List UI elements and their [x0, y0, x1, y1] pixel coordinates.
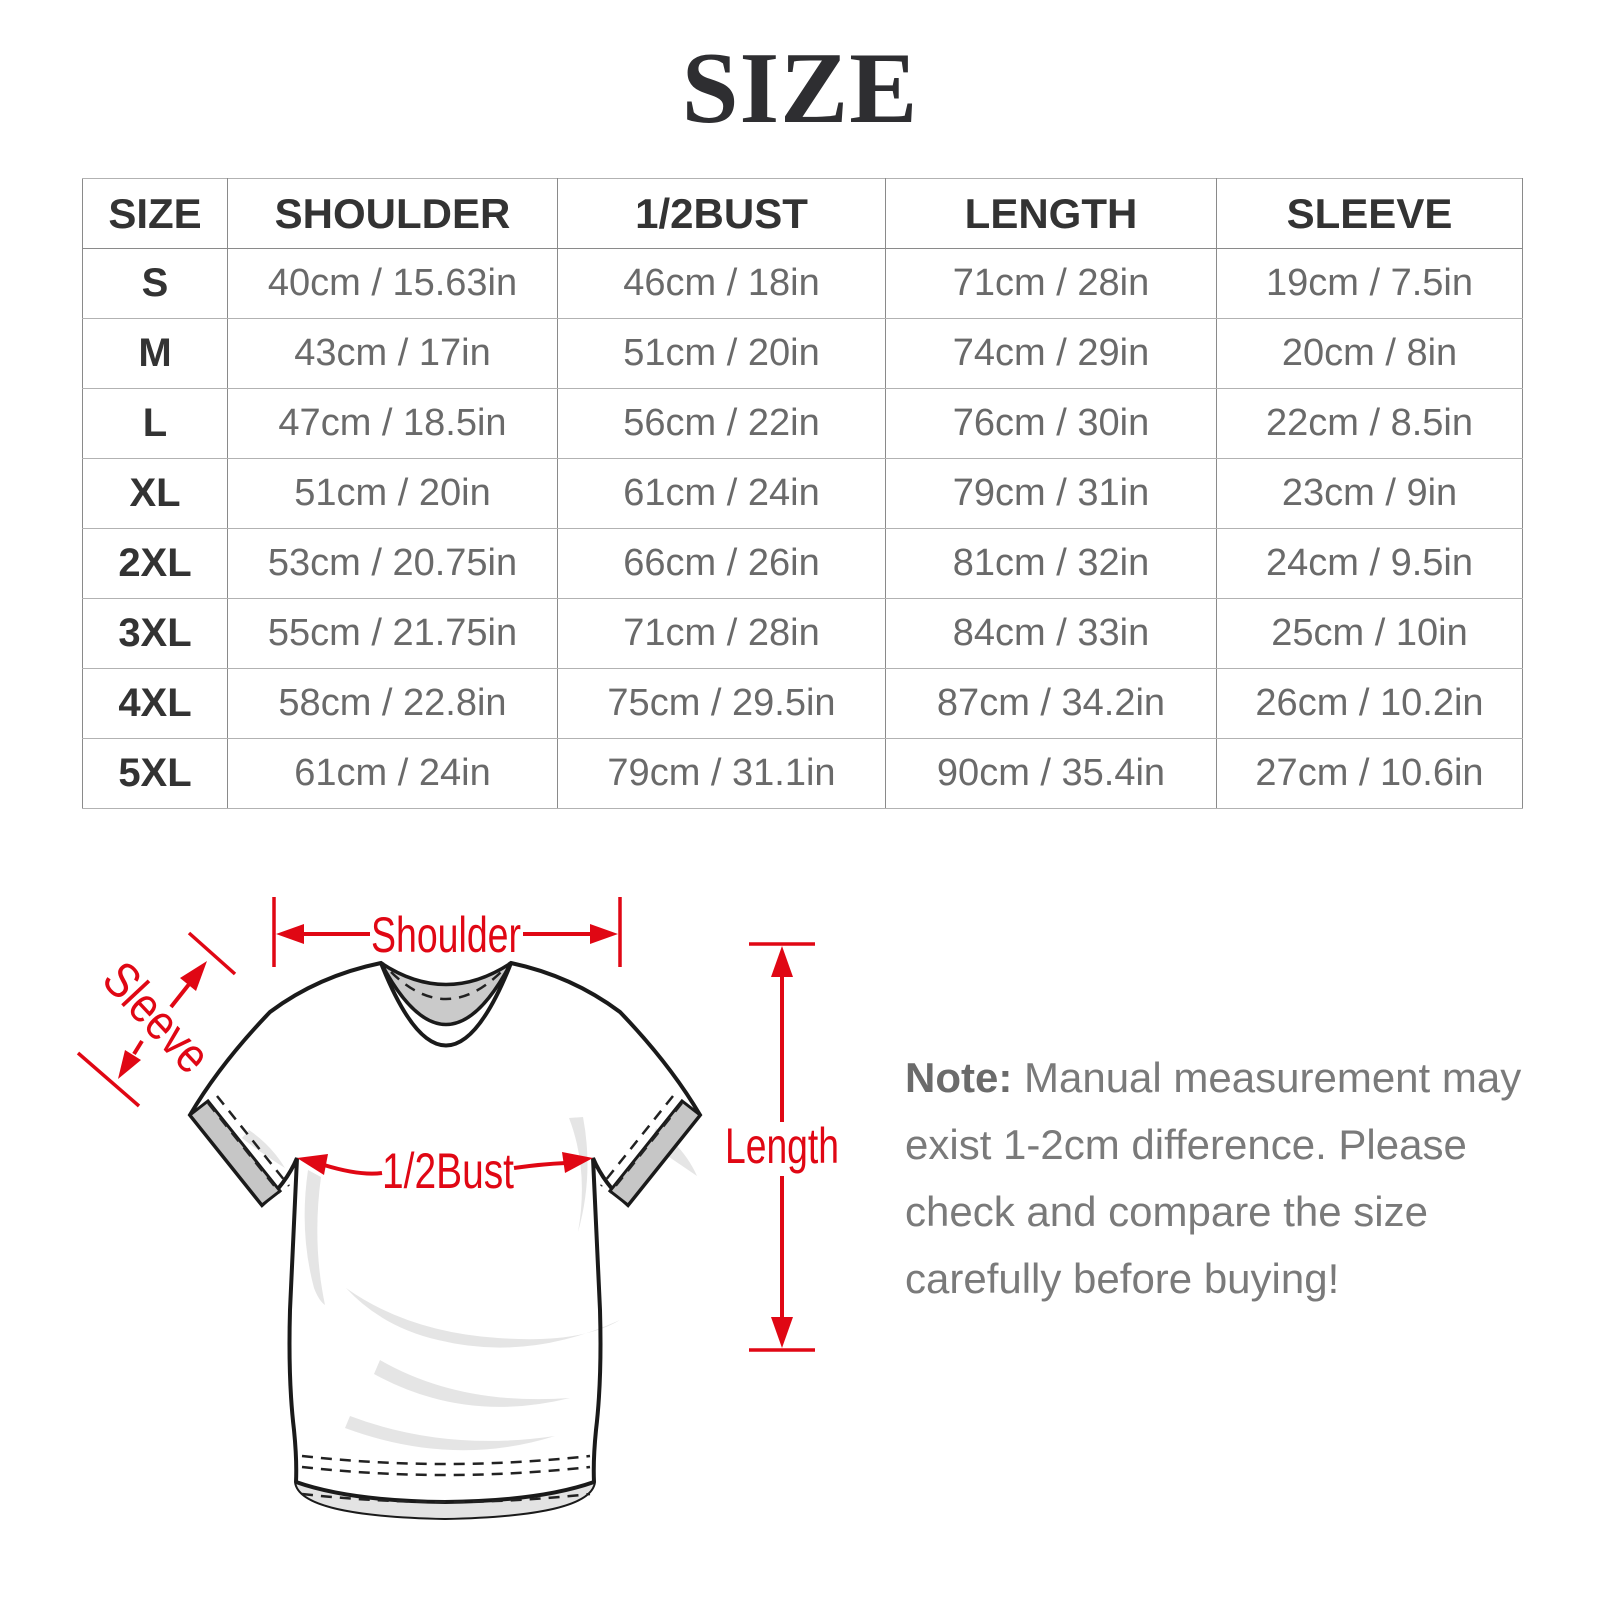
bust-dimension: 1/2Bust	[297, 1143, 593, 1199]
sleeve-value: 19cm / 7.5in	[1216, 248, 1523, 319]
collar-opening	[379, 961, 513, 1027]
length-value: 84cm / 33in	[885, 598, 1217, 669]
bust-value: 46cm / 18in	[557, 248, 886, 319]
length-label: Length	[725, 1118, 839, 1174]
shoulder-value: 55cm / 21.75in	[227, 598, 558, 669]
shoulder-value: 51cm / 20in	[227, 458, 558, 529]
note-prefix: Note:	[905, 1054, 1013, 1101]
collar-stitch	[390, 971, 502, 1001]
note-line: Note: Manual measurement may	[905, 1054, 1522, 1101]
size-table: SIZE SHOULDER 1/2BUST LENGTH SLEEVE S 40…	[82, 178, 1523, 809]
table-header-row: SIZE SHOULDER 1/2BUST LENGTH SLEEVE	[82, 178, 1523, 249]
length-value: 76cm / 30in	[885, 388, 1217, 459]
col-header-sleeve: SLEEVE	[1216, 178, 1523, 249]
table-row: XL 51cm / 20in 61cm / 24in 79cm / 31in 2…	[82, 458, 1523, 529]
size-label: 3XL	[82, 598, 228, 669]
length-value: 74cm / 29in	[885, 318, 1217, 389]
col-header-size: SIZE	[82, 178, 228, 249]
sleeve-value: 22cm / 8.5in	[1216, 388, 1523, 459]
page-title: SIZE	[681, 32, 919, 145]
tshirt-diagram-svg: Shoulder Sleeve 1/2Bust	[76, 897, 839, 1521]
table-row: 2XL 53cm / 20.75in 66cm / 26in 81cm / 32…	[82, 528, 1523, 599]
size-label: S	[82, 248, 228, 319]
length-value: 87cm / 34.2in	[885, 668, 1217, 739]
tshirt-outline	[187, 960, 703, 1521]
shoulder-dimension: Shoulder	[272, 897, 622, 967]
shoulder-label: Shoulder	[371, 907, 521, 963]
bust-value: 66cm / 26in	[557, 528, 886, 599]
sleeve-value: 24cm / 9.5in	[1216, 528, 1523, 599]
length-value: 79cm / 31in	[885, 458, 1217, 529]
note-line: carefully before buying!	[905, 1255, 1340, 1302]
col-header-bust: 1/2BUST	[557, 178, 886, 249]
bust-value: 61cm / 24in	[557, 458, 886, 529]
shoulder-value: 61cm / 24in	[227, 738, 558, 809]
bust-value: 51cm / 20in	[557, 318, 886, 389]
bust-label: 1/2Bust	[382, 1143, 514, 1199]
table-row: M 43cm / 17in 51cm / 20in 74cm / 29in 20…	[82, 318, 1523, 389]
shoulder-value: 43cm / 17in	[227, 318, 558, 389]
col-header-shoulder: SHOULDER	[227, 178, 558, 249]
bust-value: 71cm / 28in	[557, 598, 886, 669]
sleeve-value: 23cm / 9in	[1216, 458, 1523, 529]
size-label: 2XL	[82, 528, 228, 599]
sleeve-value: 25cm / 10in	[1216, 598, 1523, 669]
table-row: 5XL 61cm / 24in 79cm / 31.1in 90cm / 35.…	[82, 738, 1523, 809]
bust-value: 56cm / 22in	[557, 388, 886, 459]
size-label: 4XL	[82, 668, 228, 739]
table-row: 3XL 55cm / 21.75in 71cm / 28in 84cm / 33…	[82, 598, 1523, 669]
length-value: 81cm / 32in	[885, 528, 1217, 599]
length-value: 71cm / 28in	[885, 248, 1217, 319]
tshirt-measurement-diagram: Shoulder Sleeve 1/2Bust	[50, 860, 870, 1580]
sleeve-value: 27cm / 10.6in	[1216, 738, 1523, 809]
length-dimension: Length	[725, 942, 839, 1352]
table-row: S 40cm / 15.63in 46cm / 18in 71cm / 28in…	[82, 248, 1523, 319]
bust-value: 75cm / 29.5in	[557, 668, 886, 739]
size-label: L	[82, 388, 228, 459]
shoulder-value: 58cm / 22.8in	[227, 668, 558, 739]
bust-value: 79cm / 31.1in	[557, 738, 886, 809]
hem-band	[296, 1482, 594, 1518]
size-label: 5XL	[82, 738, 228, 809]
right-cuff	[607, 1098, 703, 1208]
shoulder-value: 47cm / 18.5in	[227, 388, 558, 459]
col-header-length: LENGTH	[885, 178, 1217, 249]
shoulder-value: 53cm / 20.75in	[227, 528, 558, 599]
table-row: 4XL 58cm / 22.8in 75cm / 29.5in 87cm / 3…	[82, 668, 1523, 739]
sleeve-value: 20cm / 8in	[1216, 318, 1523, 389]
left-cuff	[187, 1098, 283, 1208]
shoulder-value: 40cm / 15.63in	[227, 248, 558, 319]
size-label: XL	[82, 458, 228, 529]
sleeve-value: 26cm / 10.2in	[1216, 668, 1523, 739]
table-row: L 47cm / 18.5in 56cm / 22in 76cm / 30in …	[82, 388, 1523, 459]
measurement-note: Note: Manual measurement may exist 1-2cm…	[905, 1044, 1545, 1312]
note-line: check and compare the size	[905, 1188, 1428, 1235]
note-line: exist 1-2cm difference. Please	[905, 1121, 1467, 1168]
length-value: 90cm / 35.4in	[885, 738, 1217, 809]
size-label: M	[82, 318, 228, 389]
